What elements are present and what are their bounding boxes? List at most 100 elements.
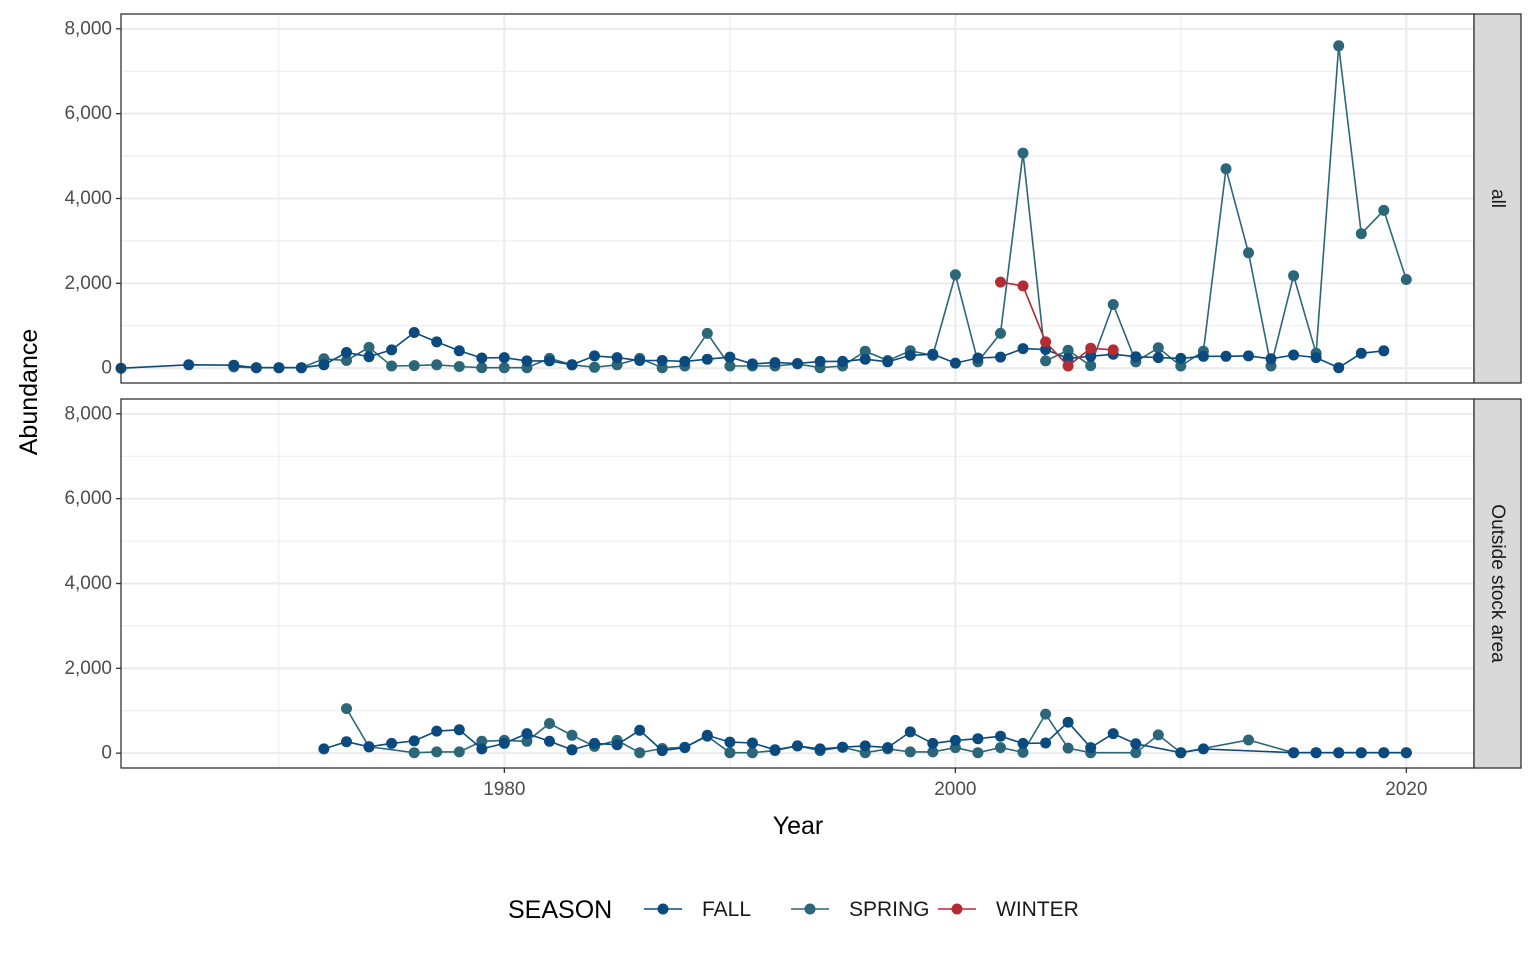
data-point-spring bbox=[1040, 355, 1052, 367]
data-point-fall bbox=[1107, 728, 1119, 740]
data-point-fall bbox=[341, 736, 352, 748]
data-point-fall bbox=[566, 744, 578, 756]
facet-panel: Outside stock area 0 2,000 4,000 6,000 8,000 1… bbox=[64, 398, 1522, 800]
data-point-fall bbox=[476, 352, 488, 364]
data-point-spring bbox=[1175, 360, 1187, 372]
data-point-fall bbox=[498, 352, 510, 364]
data-point-fall bbox=[814, 743, 826, 755]
data-point-fall bbox=[1085, 350, 1097, 362]
data-point-fall bbox=[746, 737, 758, 749]
data-point-fall bbox=[318, 359, 330, 371]
data-point-fall bbox=[386, 737, 398, 749]
x-tick-label: 1980 bbox=[483, 779, 525, 800]
x-tick-label: 2020 bbox=[1385, 779, 1427, 800]
data-point-fall bbox=[1152, 352, 1164, 364]
data-point-fall bbox=[1130, 351, 1142, 363]
y-tick-label: 6,000 bbox=[64, 103, 112, 124]
y-tick-label: 4,000 bbox=[64, 573, 112, 594]
data-point-fall bbox=[1017, 737, 1029, 749]
legend-key-point-spring bbox=[804, 903, 816, 915]
legend-title: SEASON bbox=[508, 896, 612, 924]
facet-strip-label: all bbox=[1487, 189, 1508, 208]
data-point-winter bbox=[1107, 344, 1119, 356]
data-point-spring bbox=[544, 718, 555, 729]
y-tick-label: 0 bbox=[101, 358, 112, 379]
data-point-spring bbox=[1085, 360, 1097, 372]
data-point-fall bbox=[453, 724, 465, 736]
y-axis-title: Abundance bbox=[15, 329, 43, 456]
y-tick-label: 8,000 bbox=[64, 18, 112, 39]
data-point-spring bbox=[1355, 228, 1367, 240]
data-point-spring bbox=[1062, 344, 1074, 356]
data-point-fall bbox=[1265, 353, 1277, 365]
data-point-fall bbox=[701, 353, 713, 365]
data-point-fall bbox=[724, 351, 736, 363]
data-point-fall bbox=[408, 327, 420, 338]
data-point-spring bbox=[634, 747, 646, 759]
data-point-fall bbox=[1017, 343, 1029, 355]
data-point-fall bbox=[1288, 747, 1300, 759]
data-point-fall bbox=[589, 737, 600, 749]
data-point-fall bbox=[859, 740, 871, 752]
y-tick-label: 8,000 bbox=[64, 403, 112, 424]
data-point-spring bbox=[724, 360, 736, 372]
data-point-spring bbox=[746, 747, 758, 759]
data-point-fall bbox=[1310, 747, 1322, 759]
data-point-spring bbox=[1378, 204, 1390, 216]
data-point-fall bbox=[453, 345, 465, 357]
data-point-spring bbox=[363, 341, 375, 353]
data-point-fall bbox=[386, 344, 398, 356]
data-point-spring bbox=[949, 269, 961, 281]
data-point-fall bbox=[1288, 349, 1300, 361]
data-point-fall bbox=[746, 358, 758, 370]
x-axis-title: Year bbox=[773, 812, 824, 840]
data-point-fall bbox=[1378, 747, 1390, 759]
data-point-fall bbox=[250, 362, 262, 374]
data-point-fall bbox=[1130, 738, 1142, 750]
data-point-fall bbox=[408, 735, 420, 747]
data-point-fall bbox=[566, 359, 578, 371]
data-point-fall bbox=[1175, 747, 1187, 759]
data-point-spring bbox=[431, 746, 443, 758]
data-point-fall bbox=[521, 728, 533, 740]
data-point-winter bbox=[995, 276, 1006, 288]
data-point-fall bbox=[431, 336, 443, 348]
data-point-fall bbox=[656, 355, 668, 366]
data-point-fall bbox=[1310, 352, 1322, 364]
x-tick-label: 2000 bbox=[934, 779, 976, 800]
data-point-fall bbox=[341, 347, 352, 358]
data-point-fall bbox=[859, 353, 871, 365]
data-point-spring bbox=[859, 345, 871, 357]
data-point-fall bbox=[701, 729, 713, 741]
data-point-fall bbox=[1085, 742, 1097, 754]
legend: SEASON FALL SPRING WINTER bbox=[508, 896, 1079, 924]
data-point-fall bbox=[1333, 362, 1345, 374]
data-point-fall bbox=[1197, 743, 1209, 755]
data-point-fall bbox=[544, 355, 555, 367]
data-point-fall bbox=[544, 735, 555, 747]
data-point-fall bbox=[1378, 345, 1390, 357]
data-point-spring bbox=[1040, 708, 1052, 720]
data-point-fall bbox=[1333, 747, 1345, 759]
data-point-winter bbox=[1085, 342, 1097, 354]
data-point-fall bbox=[431, 725, 443, 737]
data-point-spring bbox=[566, 729, 578, 741]
facet-strip bbox=[1473, 398, 1522, 769]
data-point-spring bbox=[589, 361, 600, 373]
y-tick-label: 4,000 bbox=[64, 188, 112, 209]
data-point-spring bbox=[1288, 270, 1300, 282]
data-point-spring bbox=[1243, 247, 1254, 259]
data-point-spring bbox=[1243, 734, 1254, 746]
data-point-fall bbox=[1400, 747, 1412, 759]
data-point-spring bbox=[724, 747, 736, 759]
data-point-spring bbox=[341, 703, 352, 715]
legend-key-point-winter bbox=[951, 903, 963, 915]
data-point-spring bbox=[521, 735, 533, 747]
data-point-fall bbox=[476, 743, 488, 755]
data-point-fall bbox=[1062, 716, 1074, 728]
data-point-fall bbox=[363, 741, 375, 753]
data-point-fall bbox=[995, 730, 1006, 742]
data-point-fall bbox=[273, 362, 285, 374]
